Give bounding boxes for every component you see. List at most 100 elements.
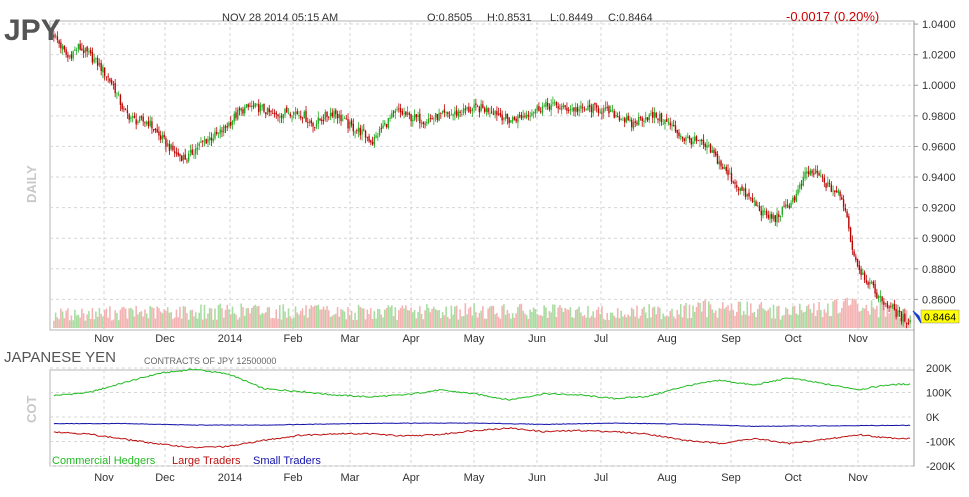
candle-body [301,117,304,119]
volume-bar [124,308,127,328]
volume-bar [105,308,108,328]
candle-body [214,131,216,139]
candle-body [426,122,428,124]
volume-bar [897,312,899,328]
candle-body [247,104,249,107]
volume-bar [637,318,640,328]
volume-bar [492,305,495,328]
volume-bar [349,315,351,328]
candle-body [827,182,829,187]
price-y-tick: 0.9400 [922,172,956,184]
candle-body [834,190,836,193]
volume-bar [96,316,99,328]
volume-bar [552,304,554,328]
candle-body [231,120,234,125]
volume-bar [793,305,796,328]
volume-bar [277,318,279,328]
volume-bar [520,303,523,328]
volume-bar [107,317,109,328]
volume-bar [396,320,398,328]
volume-bar [560,307,563,328]
volume-bar [399,307,402,328]
candle-body [492,113,495,115]
cot-x-tick: Aug [657,472,677,484]
candle-body [135,119,137,125]
volume-bar [401,305,404,328]
candle-body [324,111,326,120]
candle-body [401,111,404,115]
volume-bar [172,319,174,328]
volume-bar [517,307,519,328]
volume-bar [499,318,502,328]
volume-bar [170,312,172,328]
candle-body [888,307,890,308]
candle-body [884,303,887,304]
volume-bar [709,304,712,328]
candle-body [455,110,458,116]
volume-bar [382,317,384,328]
candle-body [862,272,864,275]
cot-x-tick: Nov [848,472,868,484]
volume-bar [693,311,696,328]
candle-body [849,227,852,242]
volume-bar [303,315,306,328]
volume-bar [748,315,750,328]
volume-bar [781,315,784,328]
volume-bar [327,310,330,328]
candle-body [907,322,910,324]
volume-bar [685,302,687,328]
volume-bar [180,318,183,328]
volume-bar [620,310,622,328]
volume-bar [651,307,654,328]
volume-bar [368,314,370,328]
candle-body [702,139,705,145]
candle-body [235,112,237,119]
volume-bar [478,312,481,328]
candle-body [527,114,530,117]
volume-bar [686,318,689,328]
candle-body [515,118,517,122]
candle-body [541,106,544,114]
candle-body [825,183,827,188]
candle-body [867,282,869,286]
volume-bar [144,309,146,328]
price-x-tick: 2014 [218,333,242,345]
volume-bar [905,310,908,328]
volume-bar [152,308,155,328]
candle-body [590,106,593,113]
candle-body [744,188,747,198]
candle-body [890,306,892,308]
candle-body [636,122,638,125]
candle-body [180,155,183,161]
volume-bar [280,319,283,328]
candle-body [874,284,876,294]
candle-body [482,104,484,108]
candle-body [650,113,652,115]
volume-bar [54,312,57,328]
candle-body [433,118,435,120]
candle-body [716,154,719,164]
candle-body [303,111,305,119]
candle-body [473,104,475,108]
volume-bar [751,313,754,328]
candle-body [531,113,533,116]
candle-body [639,116,642,118]
volume-bar [779,319,782,328]
volume-bar [678,314,680,328]
volume-bar [84,320,87,328]
candle-body [130,117,132,119]
volume-bar [487,308,489,328]
volume-bar [744,314,747,328]
candle-body [727,170,729,176]
candle-body [420,123,423,124]
volume-bar [138,311,141,328]
candle-body [715,151,717,156]
volume-bar [310,305,313,328]
candle-body [110,80,113,84]
candle-body [743,188,745,192]
candle-body [511,117,514,122]
candle-body [317,117,319,124]
candle-body [783,205,785,207]
candle-body [398,108,400,110]
candle-body [275,112,277,115]
